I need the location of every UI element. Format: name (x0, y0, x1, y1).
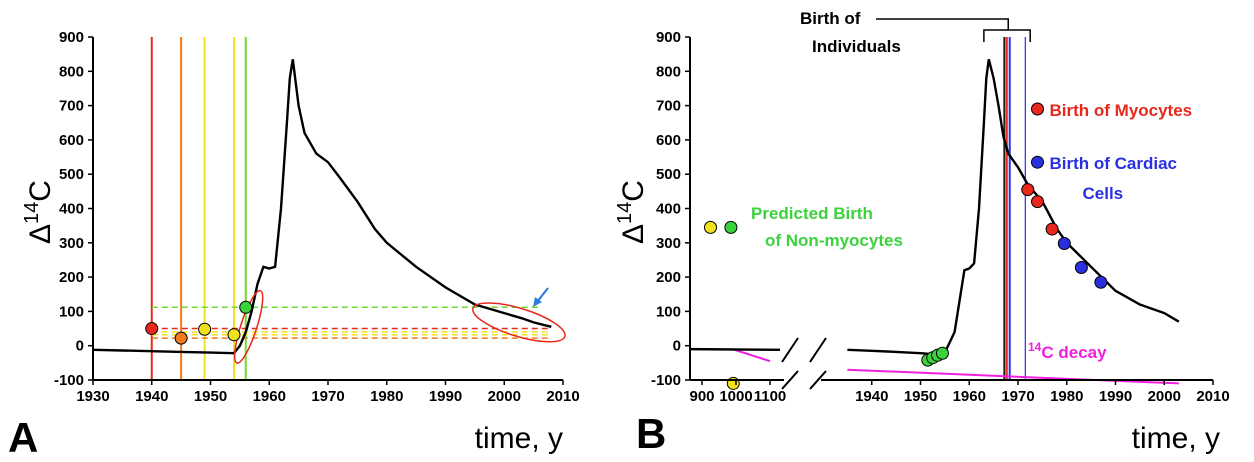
data-point (198, 322, 212, 336)
x-tick-label: 1970 (1001, 388, 1034, 405)
x-tick-label: 1000 (719, 388, 752, 405)
highlight-ellipse (233, 289, 264, 364)
predicted-birth-label: Predicted Birth (751, 204, 873, 223)
y-tick-label: 400 (59, 201, 84, 218)
y-axis-title-c: C (617, 180, 650, 202)
data-point (145, 322, 159, 336)
cardiac-cell-point (1074, 260, 1088, 274)
y-tick-label: 0 (673, 338, 681, 355)
myocyte-point (1031, 195, 1044, 209)
cardiac-legend-label-cont: Cells (1083, 184, 1124, 203)
x-tick-label: 1980 (370, 388, 403, 405)
x-tick-label: 1970 (311, 388, 344, 405)
y-tick-label: 700 (59, 98, 84, 115)
cardiac-cell-point (1094, 275, 1108, 289)
decay-label-sup: 14 (1028, 340, 1042, 354)
y-tick-label: 900 (656, 29, 681, 46)
axis-break-mark (781, 370, 799, 390)
x-axis-title: time, y (475, 422, 563, 455)
panel-label: B (636, 410, 666, 457)
c14-curve (92, 59, 552, 355)
y-tick-label: 900 (59, 29, 84, 46)
x-tick-label: 1940 (135, 388, 168, 405)
myocyte-point (1021, 183, 1035, 197)
legend-point (704, 220, 717, 234)
x-tick-label: 1990 (429, 388, 462, 405)
x-tick-label: 1930 (76, 388, 109, 405)
y-tick-label: 600 (59, 132, 84, 149)
y-tick-label: 500 (59, 166, 84, 183)
cardiac-cell-point (1057, 236, 1071, 250)
x-tick-label: 1100 (754, 388, 787, 405)
predicted-birth-label-cont: of Non-myocytes (765, 231, 903, 250)
x-tick-label: 1950 (904, 388, 937, 405)
x-tick-label: 900 (689, 388, 714, 405)
y-tick-label: 700 (656, 98, 681, 115)
x-tick-label: 1960 (253, 388, 286, 405)
birth-individuals-label-cont: Individuals (812, 37, 901, 56)
y-axis-title-delta: Δ (617, 224, 650, 244)
arrow-icon (533, 297, 542, 307)
legend-point (724, 220, 738, 234)
cardiac-legend-marker (1031, 155, 1044, 169)
birth-bracket (983, 29, 1031, 42)
y-axis-title-c: C (24, 180, 57, 202)
data-point (239, 300, 253, 314)
y-axis-title: Δ14C (21, 180, 57, 244)
y-tick-label: 800 (59, 63, 84, 80)
x-axis-title: time, y (1132, 422, 1220, 455)
y-tick-label: -100 (54, 372, 84, 389)
y-tick-label: 300 (59, 235, 84, 252)
y-tick-label: 300 (656, 235, 681, 252)
c14-curve-left (689, 347, 781, 352)
x-tick-label: 1940 (855, 388, 888, 405)
myocytes-legend-marker (1031, 102, 1044, 116)
x-tick-label: 1960 (953, 388, 986, 405)
decay-line (847, 368, 1179, 385)
y-tick-label: 200 (656, 269, 681, 286)
y-axis-title: Δ14C (614, 180, 650, 244)
y-tick-label: 800 (656, 63, 681, 80)
birth-individuals-label: Birth of (800, 9, 861, 28)
x-tick-label: 1950 (194, 388, 227, 405)
myocytes-legend-label: Birth of Myocytes (1050, 101, 1193, 120)
axis-break-mark (809, 337, 827, 363)
x-tick-label: 2010 (546, 388, 579, 405)
panel-label: A (8, 414, 38, 461)
decay-label: 14C decay (1028, 340, 1107, 362)
y-tick-label: 400 (656, 201, 681, 218)
cardiac-legend-label: Birth of Cardiac (1050, 154, 1178, 173)
y-tick-label: -100 (651, 372, 681, 389)
y-tick-label: 0 (76, 338, 84, 355)
x-tick-label: 2010 (1196, 388, 1229, 405)
panel-a: -100 0 100 200 300 400 500 600 700 800 900 1930 1940… (8, 29, 580, 461)
panel-b: Birth of Myocytes Birth of Cardiac Cells Pr… (614, 9, 1230, 457)
y-tick-label: 100 (656, 303, 681, 320)
data-point (227, 328, 241, 342)
axis-break-mark (809, 370, 827, 390)
x-tick-label: 1980 (1050, 388, 1083, 405)
axis-break-mark (781, 337, 799, 363)
decay-label-text: C decay (1041, 343, 1107, 362)
y-axis-title-sup: 14 (614, 202, 636, 224)
data-point (174, 331, 188, 345)
y-tick-label: 600 (656, 132, 681, 149)
arrow-icon (536, 287, 549, 303)
highlight-ellipse (472, 302, 566, 343)
y-axis-title-delta: Δ (24, 224, 57, 244)
x-tick-label: 1990 (1099, 388, 1132, 405)
birth-bracket-leader (876, 18, 1009, 30)
decay-line (732, 348, 771, 363)
y-tick-label: 200 (59, 269, 84, 286)
non-myocyte-point (935, 346, 949, 360)
x-tick-label: 2000 (488, 388, 521, 405)
x-tick-label: 2000 (1148, 388, 1181, 405)
y-axis-title-sup: 14 (21, 202, 43, 224)
y-tick-label: 500 (656, 166, 681, 183)
myocyte-point (1045, 222, 1059, 236)
y-tick-label: 100 (59, 303, 84, 320)
